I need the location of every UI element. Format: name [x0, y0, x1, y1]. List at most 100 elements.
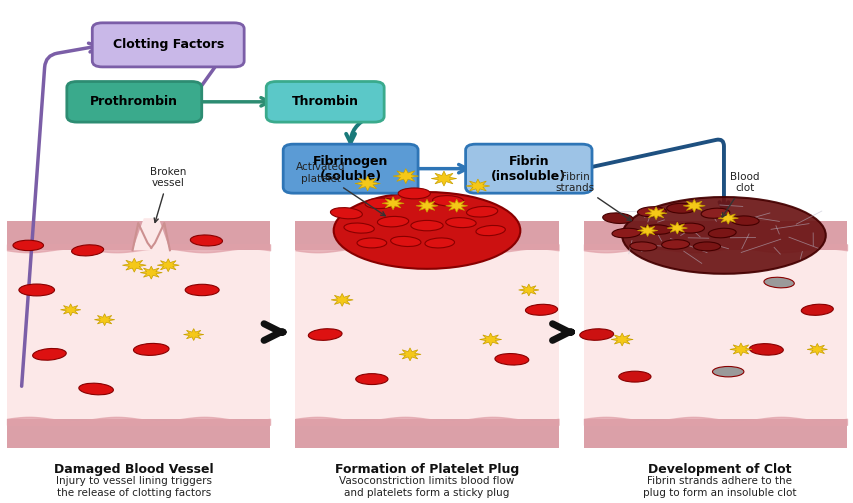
- Polygon shape: [415, 199, 438, 212]
- Text: Injury to vessel lining triggers
the release of clotting factors: Injury to vessel lining triggers the rel…: [56, 476, 212, 498]
- Ellipse shape: [364, 377, 379, 381]
- Ellipse shape: [190, 235, 223, 246]
- Ellipse shape: [410, 220, 443, 231]
- Text: Thrombin: Thrombin: [292, 95, 358, 108]
- Ellipse shape: [643, 225, 671, 234]
- Text: Broken
vessel: Broken vessel: [150, 167, 186, 222]
- Ellipse shape: [693, 242, 720, 251]
- Ellipse shape: [407, 192, 421, 195]
- Ellipse shape: [330, 208, 362, 219]
- FancyArrowPatch shape: [197, 98, 269, 106]
- Ellipse shape: [636, 207, 665, 217]
- Ellipse shape: [308, 329, 342, 341]
- Ellipse shape: [425, 238, 454, 248]
- Ellipse shape: [720, 370, 734, 374]
- Ellipse shape: [365, 198, 395, 209]
- Ellipse shape: [334, 192, 519, 269]
- Ellipse shape: [503, 357, 519, 361]
- Ellipse shape: [612, 228, 640, 238]
- Polygon shape: [445, 199, 467, 212]
- Polygon shape: [806, 344, 827, 355]
- FancyBboxPatch shape: [465, 144, 591, 193]
- Ellipse shape: [627, 375, 641, 379]
- Bar: [295, 250, 558, 419]
- FancyBboxPatch shape: [266, 81, 384, 122]
- Ellipse shape: [800, 304, 833, 315]
- Ellipse shape: [707, 228, 735, 238]
- Polygon shape: [392, 169, 418, 184]
- Polygon shape: [682, 199, 705, 212]
- Polygon shape: [518, 284, 538, 296]
- Bar: [295, 221, 558, 250]
- Polygon shape: [140, 266, 162, 279]
- Bar: [583, 250, 846, 419]
- Bar: [583, 221, 846, 449]
- Bar: [7, 221, 270, 250]
- Ellipse shape: [390, 236, 421, 246]
- Ellipse shape: [373, 202, 386, 205]
- Ellipse shape: [441, 199, 455, 203]
- Ellipse shape: [445, 218, 476, 228]
- Ellipse shape: [622, 197, 825, 274]
- Polygon shape: [122, 258, 146, 272]
- Ellipse shape: [133, 344, 169, 356]
- Text: Vasoconstriction limits blood flow
and platelets form a sticky plug: Vasoconstriction limits blood flow and p…: [339, 476, 514, 498]
- Ellipse shape: [352, 226, 366, 230]
- Ellipse shape: [185, 284, 219, 296]
- Bar: [583, 419, 846, 449]
- Polygon shape: [157, 259, 179, 272]
- Polygon shape: [431, 171, 456, 186]
- Ellipse shape: [357, 238, 386, 248]
- Ellipse shape: [32, 349, 67, 360]
- Text: Fibrin strands adhere to the
plug to form an insoluble clot: Fibrin strands adhere to the plug to for…: [642, 476, 796, 498]
- Ellipse shape: [80, 248, 95, 253]
- Ellipse shape: [711, 367, 743, 377]
- Ellipse shape: [13, 240, 44, 250]
- Ellipse shape: [454, 221, 467, 224]
- Bar: [7, 250, 270, 419]
- Polygon shape: [355, 176, 380, 191]
- Ellipse shape: [484, 229, 496, 232]
- Bar: [583, 221, 846, 250]
- Polygon shape: [398, 348, 421, 361]
- Ellipse shape: [420, 224, 433, 227]
- Ellipse shape: [809, 308, 823, 312]
- Polygon shape: [61, 304, 81, 316]
- Ellipse shape: [675, 223, 704, 233]
- Ellipse shape: [386, 220, 400, 223]
- Ellipse shape: [432, 196, 463, 206]
- Ellipse shape: [466, 206, 497, 217]
- Ellipse shape: [534, 308, 548, 312]
- Ellipse shape: [432, 241, 446, 244]
- Text: Prothrombin: Prothrombin: [90, 95, 178, 108]
- Ellipse shape: [356, 374, 387, 385]
- Ellipse shape: [78, 383, 113, 395]
- Polygon shape: [95, 314, 114, 325]
- FancyArrowPatch shape: [552, 324, 571, 341]
- Ellipse shape: [525, 304, 557, 315]
- Ellipse shape: [199, 238, 213, 242]
- Ellipse shape: [29, 288, 44, 292]
- Ellipse shape: [630, 242, 656, 251]
- Polygon shape: [381, 197, 403, 210]
- Text: Clotting Factors: Clotting Factors: [113, 38, 223, 51]
- Text: Blood
clot: Blood clot: [722, 172, 759, 217]
- Ellipse shape: [365, 241, 378, 244]
- Polygon shape: [611, 333, 632, 346]
- Ellipse shape: [344, 223, 374, 233]
- Polygon shape: [666, 222, 687, 234]
- Ellipse shape: [88, 387, 104, 391]
- Bar: [7, 419, 270, 449]
- Text: Development of Clot: Development of Clot: [647, 463, 791, 476]
- Ellipse shape: [618, 371, 650, 382]
- Polygon shape: [636, 225, 657, 236]
- Ellipse shape: [72, 245, 103, 256]
- Ellipse shape: [377, 216, 409, 227]
- Bar: [295, 221, 558, 449]
- Polygon shape: [183, 328, 204, 341]
- Ellipse shape: [730, 216, 758, 225]
- FancyBboxPatch shape: [283, 144, 418, 193]
- Ellipse shape: [771, 281, 785, 284]
- Ellipse shape: [317, 332, 333, 337]
- Ellipse shape: [495, 354, 528, 365]
